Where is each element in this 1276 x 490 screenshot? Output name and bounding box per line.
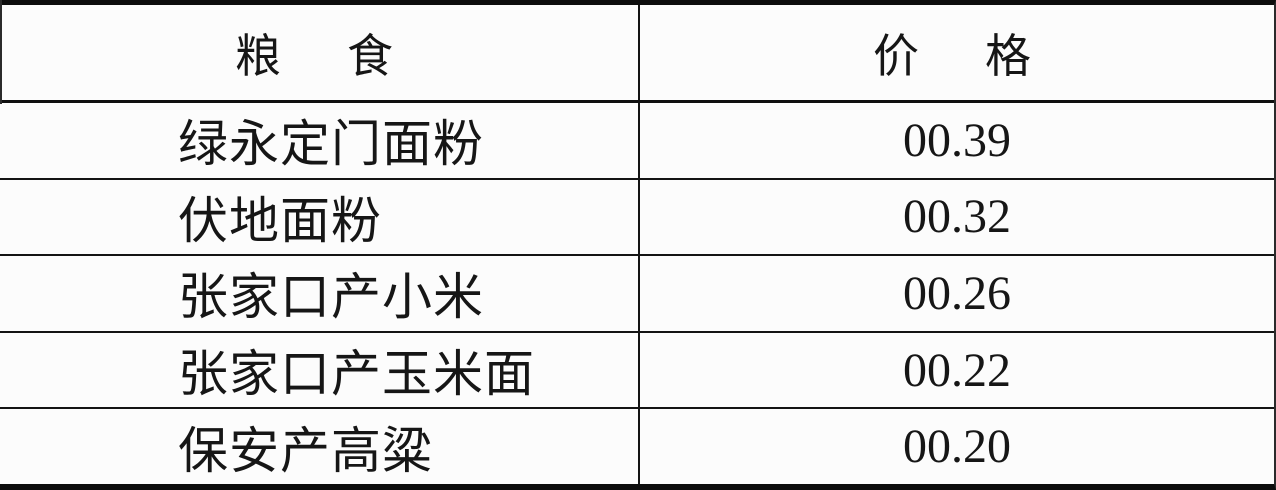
grain-name-cell: 绿永定门面粉	[178, 116, 484, 173]
table-row: 保安产高粱 00.20	[0, 409, 1274, 484]
price-value-cell: 00.39	[638, 103, 1274, 178]
table-row: 伏地面粉 00.32	[0, 179, 1274, 257]
column-header-price: 价 格	[638, 5, 1274, 100]
price-value-cell: 00.32	[638, 179, 1274, 255]
table-row: 绿永定门面粉 00.39	[0, 103, 1274, 180]
price-value-cell: 00.22	[638, 332, 1274, 408]
table-header-row: 粮 食 价 格	[0, 5, 1274, 103]
grain-name-cell: 伏地面粉	[178, 192, 382, 249]
grain-name-cell: 保安产高粱	[178, 422, 433, 479]
price-value-cell: 00.20	[638, 409, 1274, 484]
table-left-border	[0, 0, 2, 104]
price-value-cell: 00.26	[638, 256, 1274, 331]
table-row: 张家口产小米 00.26	[0, 256, 1274, 333]
grain-name-cell: 张家口产玉米面	[178, 346, 535, 403]
table-row: 张家口产玉米面 00.22	[0, 332, 1274, 410]
grain-name-cell: 张家口产小米	[178, 269, 484, 326]
column-header-grain: 粮 食	[235, 30, 403, 82]
